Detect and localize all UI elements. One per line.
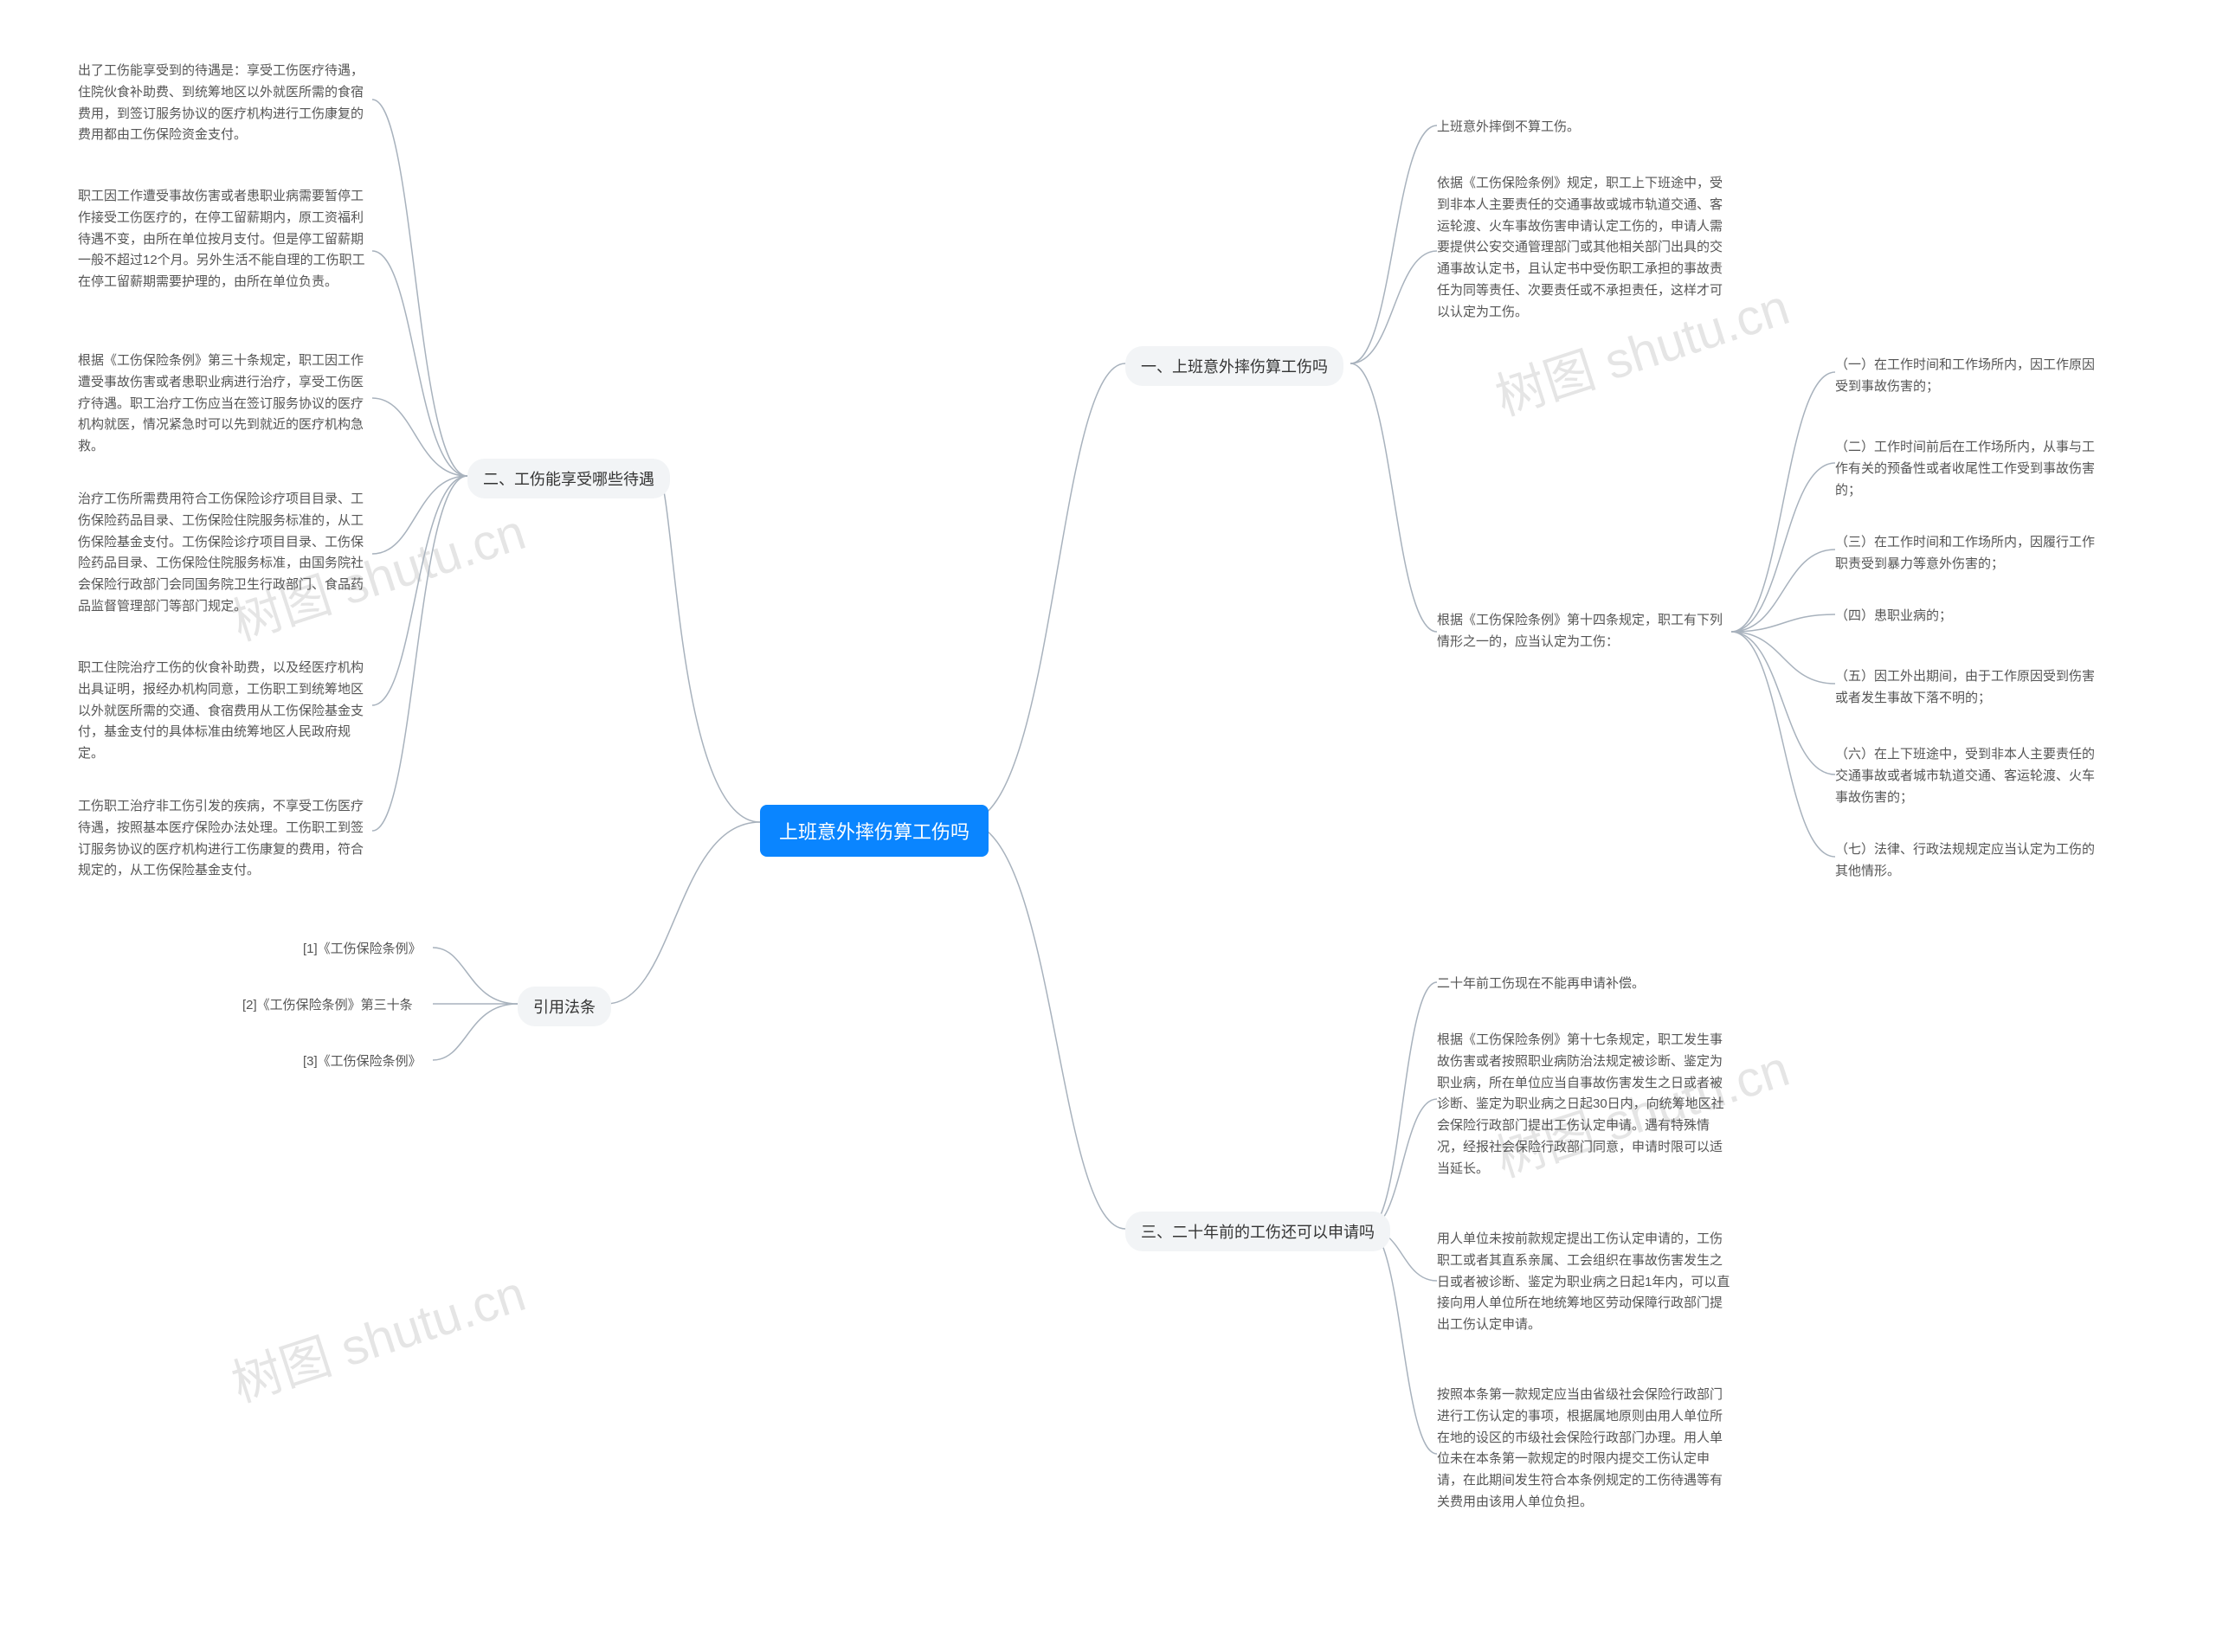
branch3-c3: 用人单位未按前款规定提出工伤认定申请的，工伤职工或者其直系亲属、工会组织在事故伤… — [1437, 1229, 1731, 1336]
branch1-c3-4: （四）患职业病的； — [1835, 606, 1952, 627]
watermark: 树图 shutu.cn — [222, 1253, 533, 1416]
branch1-c1: 上班意外摔倒不算工伤。 — [1437, 117, 1580, 138]
branch1-c3-3: （三）在工作时间和工作场所内，因履行工作职责受到暴力等意外伤害的； — [1835, 532, 2095, 575]
branch2-c2: 职工因工作遭受事故伤害或者患职业病需要暂停工作接受工伤医疗的，在停工留薪期内，原… — [78, 186, 372, 293]
branch4-title[interactable]: 引用法条 — [518, 987, 611, 1026]
branch2-c6: 工伤职工治疗非工伤引发的疾病，不享受工伤医疗待遇，按照基本医疗保险办法处理。工伤… — [78, 796, 372, 882]
branch1-c3-6: （六）在上下班途中，受到非本人主要责任的交通事故或者城市轨道交通、客运轮渡、火车… — [1835, 744, 2095, 808]
branch4-c3: [3]《工伤保险条例》 — [303, 1051, 422, 1073]
branch3-c2: 根据《工伤保险条例》第十七条规定，职工发生事故伤害或者按照职业病防治法规定被诊断… — [1437, 1030, 1731, 1180]
branch1-c3: 根据《工伤保险条例》第十四条规定，职工有下列情形之一的，应当认定为工伤： — [1437, 610, 1731, 653]
branch3-c4: 按照本条第一款规定应当由省级社会保险行政部门进行工伤认定的事项，根据属地原则由用… — [1437, 1385, 1731, 1514]
root-node[interactable]: 上班意外摔伤算工伤吗 — [760, 805, 989, 857]
branch2-c4: 治疗工伤所需费用符合工伤保险诊疗项目目录、工伤保险药品目录、工伤保险住院服务标准… — [78, 489, 372, 618]
branch3-title[interactable]: 三、二十年前的工伤还可以申请吗 — [1125, 1212, 1390, 1251]
branch1-c3-5: （五）因工外出期间，由于工作原因受到伤害或者发生事故下落不明的； — [1835, 666, 2095, 710]
branch1-c2: 依据《工伤保险条例》规定，职工上下班途中，受到非本人主要责任的交通事故或城市轨道… — [1437, 173, 1731, 323]
mindmap-canvas: 树图 shutu.cn 树图 shutu.cn 树图 shutu.cn 树图 s… — [0, 0, 2216, 1652]
branch2-title[interactable]: 二、工伤能享受哪些待遇 — [467, 459, 670, 498]
branch2-c3: 根据《工伤保险条例》第三十条规定，职工因工作遭受事故伤害或者患职业病进行治疗，享… — [78, 350, 372, 458]
branch3-c1: 二十年前工伤现在不能再申请补偿。 — [1437, 974, 1645, 995]
branch4-c1: [1]《工伤保险条例》 — [303, 939, 422, 961]
branch1-c3-2: （二）工作时间前后在工作场所内，从事与工作有关的预备性或者收尾性工作受到事故伤害… — [1835, 437, 2095, 501]
branch1-title[interactable]: 一、上班意外摔伤算工伤吗 — [1125, 346, 1343, 386]
branch1-c3-1: （一）在工作时间和工作场所内，因工作原因受到事故伤害的； — [1835, 355, 2095, 398]
branch2-c5: 职工住院治疗工伤的伙食补助费，以及经医疗机构出具证明，报经办机构同意，工伤职工到… — [78, 658, 372, 765]
branch4-c2: [2]《工伤保险条例》第三十条 — [242, 995, 413, 1017]
branch2-c1: 出了工伤能享受到的待遇是：享受工伤医疗待遇，住院伙食补助费、到统筹地区以外就医所… — [78, 61, 372, 146]
branch1-c3-7: （七）法律、行政法规规定应当认定为工伤的其他情形。 — [1835, 839, 2095, 883]
